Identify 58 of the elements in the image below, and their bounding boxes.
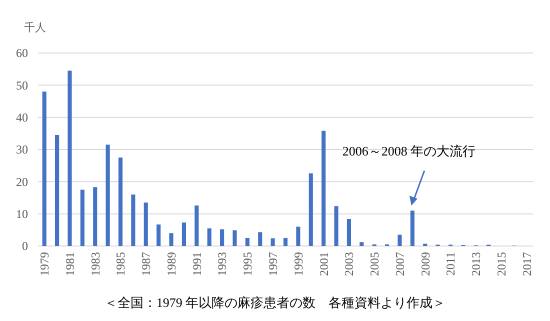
y-tick-label: 0 — [22, 239, 28, 254]
x-tick-label: 1991 — [190, 252, 204, 276]
x-tick-label: 2007 — [392, 252, 407, 276]
x-tick-label: 1989 — [164, 252, 178, 276]
x-tick-label: 2003 — [342, 252, 356, 276]
bar — [106, 144, 110, 246]
bar — [308, 173, 313, 246]
bar — [194, 205, 199, 246]
x-tick-label: 1995 — [240, 252, 255, 276]
bar — [398, 234, 402, 246]
x-tick-label: 2015 — [494, 252, 508, 276]
bar — [232, 230, 237, 246]
bar — [182, 222, 186, 246]
bar — [207, 228, 212, 246]
x-tick-label: 2017 — [520, 252, 534, 276]
bar — [346, 218, 351, 246]
bar — [68, 70, 72, 246]
x-tick-label: 2013 — [469, 252, 484, 276]
bar — [334, 206, 338, 246]
x-tick-label: 1997 — [266, 252, 280, 276]
bar — [118, 158, 123, 246]
x-tick-label: 2001 — [316, 252, 331, 276]
x-tick-label: 1981 — [62, 252, 77, 276]
bar — [296, 226, 300, 246]
y-tick-label: 60 — [16, 46, 28, 60]
y-tick-label: 40 — [16, 110, 28, 125]
y-tick-label: 10 — [16, 207, 28, 222]
bar — [42, 92, 46, 246]
x-tick-label: 1985 — [114, 252, 128, 276]
bar — [410, 210, 414, 246]
bar — [131, 194, 136, 246]
bar — [55, 135, 60, 246]
bar — [144, 202, 148, 246]
x-tick-label: 1987 — [139, 252, 154, 276]
bar — [245, 238, 250, 246]
bar — [156, 224, 161, 246]
bar — [93, 187, 98, 246]
y-axis-title: 千人 — [24, 21, 46, 34]
x-tick-label: 1979 — [38, 252, 52, 276]
x-tick-label: 2011 — [444, 252, 458, 276]
x-tick-label: 1999 — [291, 252, 306, 276]
y-tick-label: 20 — [16, 174, 28, 189]
bar — [169, 233, 174, 246]
bar — [258, 232, 262, 246]
bar — [322, 130, 326, 246]
y-tick-label: 50 — [16, 78, 28, 92]
bar — [80, 190, 84, 246]
x-tick-label: 1993 — [215, 252, 230, 276]
bar — [283, 238, 288, 246]
y-tick-label: 30 — [16, 142, 28, 157]
x-tick-label: 2005 — [368, 252, 382, 276]
x-tick-label: 2009 — [418, 252, 432, 276]
bar — [270, 238, 275, 246]
bar — [360, 242, 364, 246]
x-tick-label: 1983 — [88, 252, 102, 276]
bar — [220, 229, 224, 246]
annotation: 2006～2008 年の大流行 — [342, 144, 476, 159]
text: ＜全国：1979 年以降の麻疹患者の数 各種資料より作成＞ — [104, 295, 446, 310]
